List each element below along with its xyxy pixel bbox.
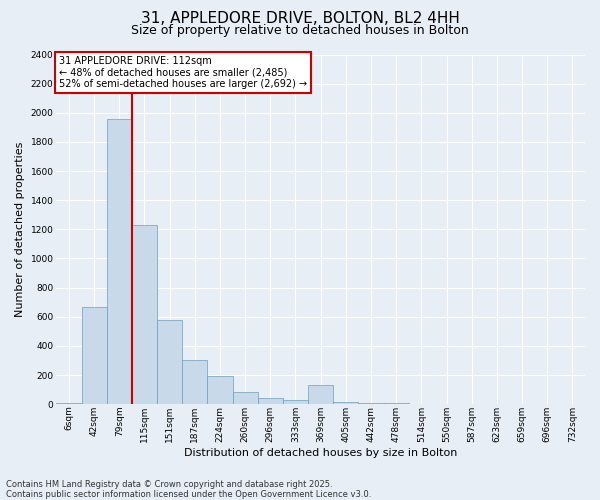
- Bar: [308, 385, 333, 404]
- Bar: [182, 360, 208, 404]
- Bar: [82, 306, 107, 404]
- Bar: [333, 402, 358, 404]
- Bar: [358, 402, 383, 404]
- Text: Size of property relative to detached houses in Bolton: Size of property relative to detached ho…: [131, 24, 469, 37]
- Text: Contains HM Land Registry data © Crown copyright and database right 2025.
Contai: Contains HM Land Registry data © Crown c…: [6, 480, 371, 499]
- Y-axis label: Number of detached properties: Number of detached properties: [15, 142, 25, 317]
- Bar: [132, 225, 157, 404]
- Bar: [208, 376, 233, 404]
- Text: 31, APPLEDORE DRIVE, BOLTON, BL2 4HH: 31, APPLEDORE DRIVE, BOLTON, BL2 4HH: [140, 11, 460, 26]
- Bar: [283, 400, 308, 404]
- Bar: [233, 392, 258, 404]
- Bar: [157, 320, 182, 404]
- Text: 31 APPLEDORE DRIVE: 112sqm
← 48% of detached houses are smaller (2,485)
52% of s: 31 APPLEDORE DRIVE: 112sqm ← 48% of deta…: [59, 56, 307, 90]
- X-axis label: Distribution of detached houses by size in Bolton: Distribution of detached houses by size …: [184, 448, 457, 458]
- Bar: [107, 118, 132, 404]
- Bar: [258, 398, 283, 404]
